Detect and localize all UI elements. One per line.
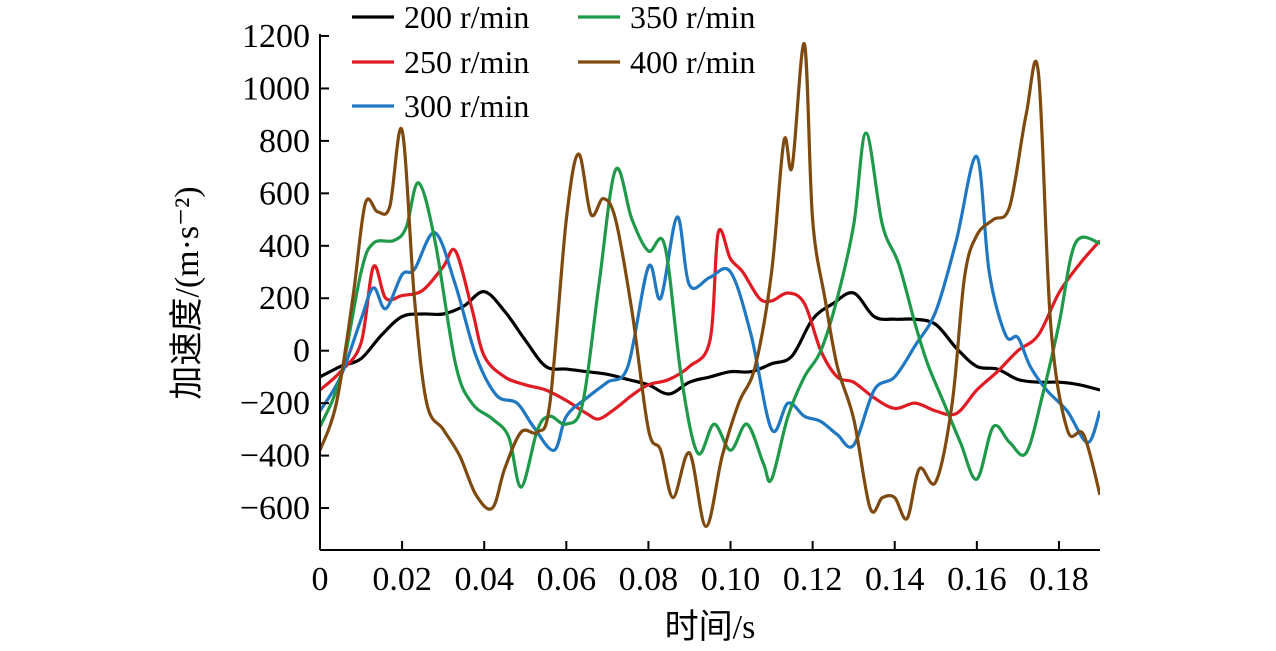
x-tick-label: 0.18: [1029, 561, 1089, 598]
y-tick-label: 1000: [242, 70, 310, 107]
x-tick-label: 0.06: [537, 561, 597, 598]
legend: 200 r/min 250 r/min 300 r/min 350 r/min 400 …: [352, 0, 755, 124]
axes: [319, 34, 1100, 551]
y-axis-label: 加速度/(m·s⁻²): [168, 186, 206, 399]
legend-label: 200 r/min: [404, 0, 529, 35]
y-tick-label: 600: [259, 175, 310, 212]
x-tick-label: 0.02: [372, 561, 432, 598]
legend-label: 300 r/min: [404, 88, 529, 124]
plot-area: [320, 42, 1100, 529]
x-axis-label: 时间/s: [665, 609, 756, 646]
legend-item-2: 250 r/min: [352, 44, 529, 80]
series-line-4: [320, 131, 1100, 489]
y-tick-label: 200: [259, 280, 310, 317]
series-line-1: [320, 290, 1100, 396]
legend-item-5: 400 r/min: [578, 44, 755, 80]
x-tick-label: 0.10: [701, 561, 761, 598]
legend-label: 350 r/min: [630, 0, 755, 35]
legend-item-3: 300 r/min: [352, 88, 529, 124]
x-tick-label: 0.12: [783, 561, 843, 598]
legend-item-4: 350 r/min: [578, 0, 755, 35]
legend-item-1: 200 r/min: [352, 0, 529, 35]
y-tick-label: −200: [240, 385, 310, 422]
y-tick-label: −400: [240, 438, 310, 475]
y-tick-label: 1200: [242, 18, 310, 55]
y-tick-label: −600: [240, 490, 310, 527]
x-tick-label: 0.16: [947, 561, 1007, 598]
y-tick-label: 800: [259, 123, 310, 160]
x-tick-label: 0.04: [454, 561, 514, 598]
x-tick-label: 0.08: [619, 561, 679, 598]
y-tick-label: 0: [293, 333, 310, 370]
y-tick-label: 400: [259, 228, 310, 265]
legend-label: 250 r/min: [404, 44, 529, 80]
series-line-5: [320, 42, 1100, 529]
x-tick-label: 0.14: [865, 561, 925, 598]
x-tick-label: 0: [312, 561, 329, 598]
series-line-3: [320, 154, 1100, 452]
legend-label: 400 r/min: [630, 44, 755, 80]
